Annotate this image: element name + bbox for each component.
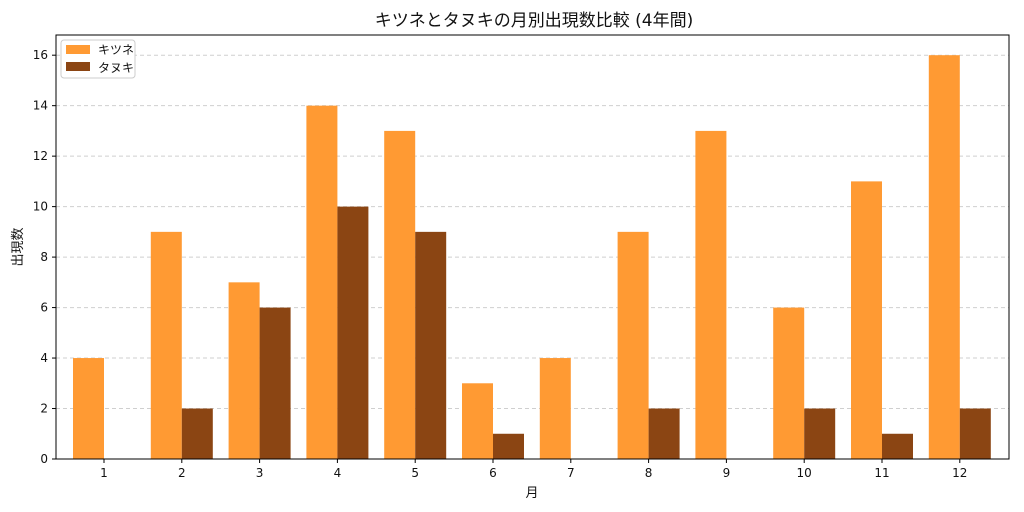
- y-ticks: 0 2 4 6 8 10 12 14 16: [33, 48, 56, 466]
- bar-kitsune-12: [928, 55, 960, 459]
- x-tick-label: 9: [723, 466, 731, 480]
- bar-kitsune-5: [384, 130, 416, 459]
- x-tick-label: 10: [797, 466, 812, 480]
- y-tick-label: 2: [40, 402, 48, 416]
- x-tick-label: 7: [567, 466, 575, 480]
- plot-frame: [55, 34, 1010, 460]
- y-tick-label: 6: [40, 301, 48, 315]
- bar-kitsune-3: [228, 282, 260, 459]
- bar-kitsune-8: [617, 231, 649, 459]
- x-tick-label: 1: [100, 466, 108, 480]
- x-tick-label: 8: [645, 466, 653, 480]
- bar-tanuki-5: [415, 231, 447, 459]
- y-axis-label: 出現数: [11, 227, 26, 266]
- bar-tanuki-12: [959, 408, 991, 459]
- legend-swatch-kitsune: [66, 45, 90, 54]
- legend-label-tanuki: タヌキ: [98, 61, 134, 75]
- y-tick-label: 16: [33, 48, 48, 62]
- x-tick-label: 6: [489, 466, 497, 480]
- y-tick-label: 4: [40, 351, 48, 365]
- chart-title: キツネとタヌキの月別出現数比較 (4年間): [375, 11, 693, 31]
- bar-kitsune-10: [773, 307, 805, 459]
- grid-layer: [56, 54, 1009, 460]
- x-tick-label: 12: [952, 466, 967, 480]
- bar-kitsune-9: [695, 130, 727, 459]
- bar-tanuki-10: [804, 408, 836, 459]
- bar-kitsune-7: [539, 358, 571, 459]
- x-tick-label: 11: [874, 466, 889, 480]
- bar-tanuki-8: [648, 408, 680, 459]
- bar-kitsune-2: [150, 231, 182, 459]
- y-tick-label: 10: [33, 200, 48, 214]
- y-tick-label: 8: [40, 250, 48, 264]
- y-tick-label: 14: [33, 99, 48, 113]
- legend-label-kitsune: キツネ: [98, 43, 134, 57]
- x-ticks: 1 2 3 4 5 6 7 8 9 10 11 12: [100, 459, 967, 480]
- legend-swatch-tanuki: [66, 62, 90, 71]
- bar-kitsune-11: [851, 181, 882, 459]
- legend: キツネ タヌキ: [60, 39, 136, 79]
- x-tick-label: 2: [178, 466, 186, 480]
- bar-tanuki-11: [882, 433, 913, 459]
- y-tick-label: 0: [40, 452, 48, 466]
- bar-tanuki-3: [259, 307, 291, 459]
- bar-tanuki-4: [337, 206, 369, 459]
- x-tick-label: 3: [256, 466, 264, 480]
- bar-kitsune-4: [306, 105, 338, 460]
- bar-kitsune-6: [462, 383, 493, 459]
- bars-layer: [73, 55, 991, 460]
- x-axis-label: 月: [525, 486, 538, 501]
- bar-tanuki-6: [493, 433, 524, 459]
- y-tick-label: 12: [33, 149, 48, 163]
- x-tick-label: 4: [334, 466, 342, 480]
- bar-kitsune-1: [73, 358, 104, 459]
- bar-tanuki-2: [181, 408, 213, 459]
- x-tick-label: 5: [411, 466, 419, 480]
